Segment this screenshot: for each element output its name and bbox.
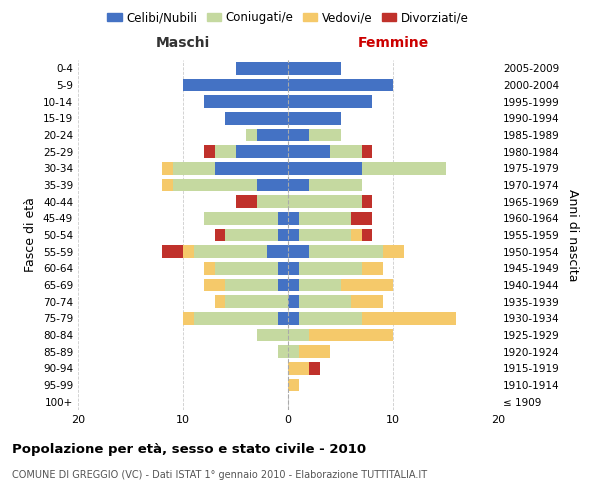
Y-axis label: Anni di nascita: Anni di nascita <box>566 188 579 281</box>
Bar <box>277 279 288 291</box>
Bar <box>162 179 173 192</box>
Text: Femmine: Femmine <box>358 36 428 50</box>
Bar <box>288 129 309 141</box>
Bar <box>299 346 330 358</box>
Bar <box>193 312 277 324</box>
Bar <box>183 246 193 258</box>
Bar <box>309 329 393 341</box>
Bar <box>330 146 361 158</box>
Bar <box>288 79 393 92</box>
Bar <box>299 296 351 308</box>
Bar <box>288 279 299 291</box>
Bar <box>351 229 361 241</box>
Bar <box>225 229 277 241</box>
Bar <box>225 112 288 124</box>
Bar <box>204 96 288 108</box>
Bar <box>351 296 383 308</box>
Y-axis label: Fasce di età: Fasce di età <box>25 198 37 272</box>
Legend: Celibi/Nubili, Coniugati/e, Vedovi/e, Divorziati/e: Celibi/Nubili, Coniugati/e, Vedovi/e, Di… <box>103 6 473 29</box>
Bar <box>288 112 341 124</box>
Bar <box>288 196 361 208</box>
Bar <box>288 329 309 341</box>
Bar <box>277 262 288 274</box>
Bar <box>288 346 299 358</box>
Bar <box>183 312 193 324</box>
Bar <box>204 279 225 291</box>
Bar <box>361 312 456 324</box>
Bar <box>173 179 257 192</box>
Bar <box>215 146 235 158</box>
Bar <box>288 246 309 258</box>
Bar <box>309 362 320 374</box>
Bar <box>341 279 393 291</box>
Bar <box>361 262 383 274</box>
Bar <box>235 62 288 74</box>
Bar <box>257 329 288 341</box>
Bar <box>299 279 341 291</box>
Bar <box>288 312 299 324</box>
Bar <box>361 162 445 174</box>
Bar <box>277 229 288 241</box>
Bar <box>361 146 372 158</box>
Bar <box>235 146 288 158</box>
Bar <box>299 312 361 324</box>
Bar <box>267 246 288 258</box>
Bar <box>288 212 299 224</box>
Bar <box>299 212 351 224</box>
Bar <box>288 179 309 192</box>
Bar <box>383 246 404 258</box>
Bar <box>225 296 288 308</box>
Bar <box>309 246 383 258</box>
Bar <box>183 79 288 92</box>
Bar <box>309 129 341 141</box>
Bar <box>215 162 288 174</box>
Bar <box>288 379 299 391</box>
Text: Maschi: Maschi <box>156 36 210 50</box>
Bar <box>257 196 288 208</box>
Bar <box>277 212 288 224</box>
Bar <box>257 129 288 141</box>
Bar <box>288 262 299 274</box>
Bar <box>288 146 330 158</box>
Bar <box>288 362 309 374</box>
Bar <box>215 262 277 274</box>
Bar <box>299 262 361 274</box>
Bar <box>193 246 267 258</box>
Text: COMUNE DI GREGGIO (VC) - Dati ISTAT 1° gennaio 2010 - Elaborazione TUTTITALIA.IT: COMUNE DI GREGGIO (VC) - Dati ISTAT 1° g… <box>12 470 427 480</box>
Bar <box>215 296 225 308</box>
Bar <box>215 229 225 241</box>
Bar <box>257 179 288 192</box>
Bar <box>235 196 257 208</box>
Bar <box>361 229 372 241</box>
Bar <box>277 312 288 324</box>
Bar <box>361 196 372 208</box>
Bar <box>288 62 341 74</box>
Bar <box>204 146 215 158</box>
Bar <box>277 346 288 358</box>
Bar <box>288 162 361 174</box>
Bar <box>288 296 299 308</box>
Bar <box>173 162 215 174</box>
Bar <box>299 229 351 241</box>
Bar <box>204 212 277 224</box>
Bar <box>288 96 372 108</box>
Bar <box>288 229 299 241</box>
Bar <box>351 212 372 224</box>
Bar <box>204 262 215 274</box>
Bar <box>162 246 183 258</box>
Text: Popolazione per età, sesso e stato civile - 2010: Popolazione per età, sesso e stato civil… <box>12 442 366 456</box>
Bar <box>309 179 361 192</box>
Bar <box>162 162 173 174</box>
Bar <box>225 279 277 291</box>
Bar <box>246 129 257 141</box>
